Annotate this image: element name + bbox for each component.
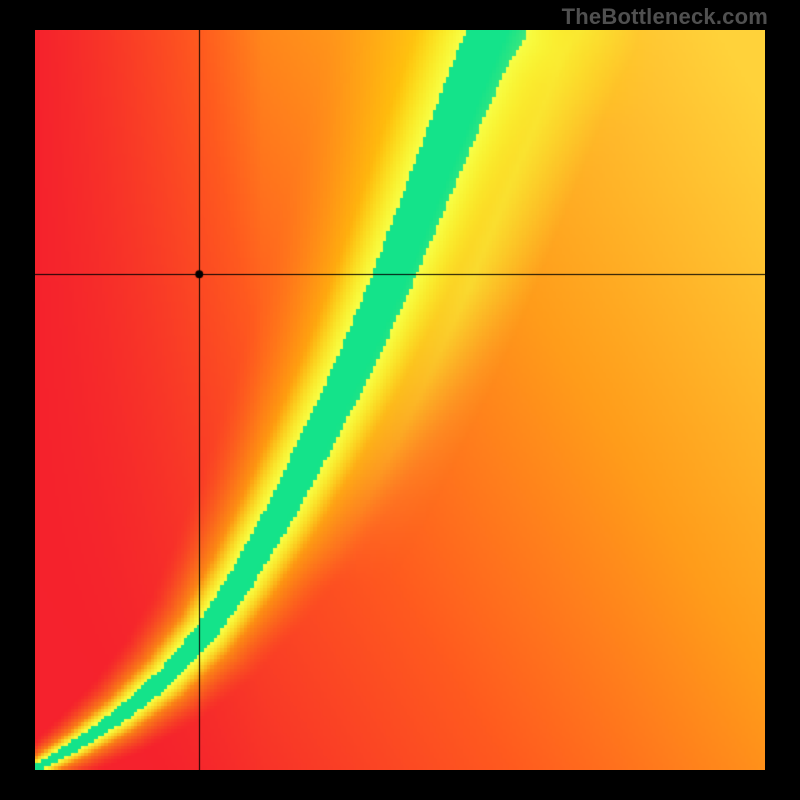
bottleneck-heatmap — [35, 30, 765, 770]
watermark-text: TheBottleneck.com — [562, 4, 768, 30]
chart-container: { "canvas": { "width": 800, "height": 80… — [0, 0, 800, 800]
